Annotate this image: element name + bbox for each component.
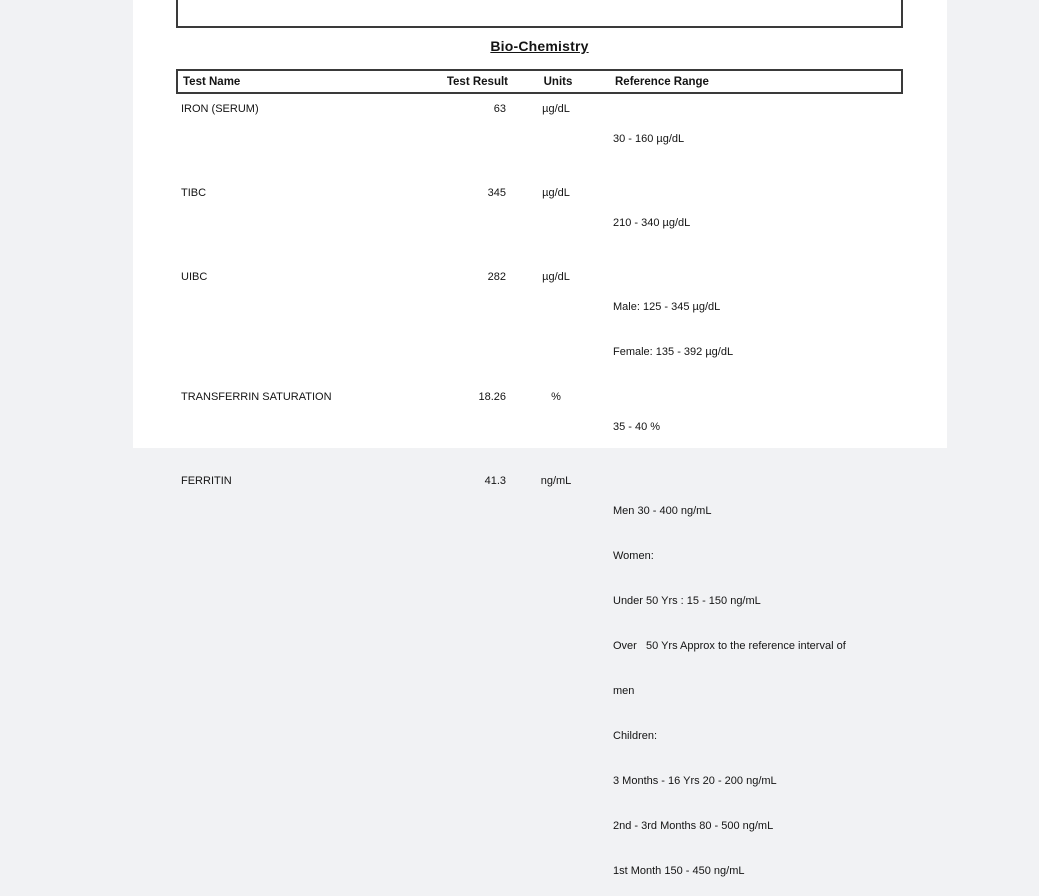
cell-test-name: IRON (SERUM) <box>181 103 259 115</box>
cell-units: ng/mL <box>540 475 572 487</box>
cell-test-result: 345 <box>487 187 506 199</box>
reference-range-line: 1st Month 150 - 450 ng/mL <box>613 865 745 877</box>
results-table: Test Name Test Result Units Reference Ra… <box>176 69 903 896</box>
reference-range-line: Under 50 Yrs : 15 - 150 ng/mL <box>613 595 761 607</box>
cell-reference-range: 210 - 340 µg/dL <box>606 186 903 261</box>
column-header-test-name: Test Name <box>183 75 241 88</box>
reference-range-line: Men 30 - 400 ng/mL <box>613 505 712 517</box>
cell-test-result: 18.26 <box>478 391 506 403</box>
table-header-row: Test Name Test Result Units Reference Ra… <box>176 69 903 94</box>
reference-range-line: men <box>613 685 635 697</box>
cell-reference-range: 30 - 160 µg/dL <box>606 102 903 177</box>
column-header-reference-range: Reference Range <box>615 75 709 88</box>
reference-range-line: Over 50 Yrs Approx to the reference inte… <box>613 640 846 652</box>
cell-test-name: TRANSFERRIN SATURATION <box>181 391 332 403</box>
reference-range-line: Female: 135 - 392 µg/dL <box>613 346 734 358</box>
cell-units: % <box>551 391 561 403</box>
table-row-ferritin: FERRITIN 41.3 ng/mL Men 30 - 400 ng/mL W… <box>176 474 903 896</box>
table-row-iron-serum: IRON (SERUM) 63 µg/dL 30 - 160 µg/dL <box>176 102 903 177</box>
reference-range-line: Male: 125 - 345 µg/dL <box>613 301 721 313</box>
cell-test-result: 63 <box>493 103 506 115</box>
table-row-tibc: TIBC 345 µg/dL 210 - 340 µg/dL <box>176 186 903 261</box>
reference-range-line: Women: <box>613 550 654 562</box>
cell-units: µg/dL <box>542 271 570 283</box>
table-row-transferrin-saturation: TRANSFERRIN SATURATION 18.26 % 35 - 40 % <box>176 390 903 465</box>
cell-units: µg/dL <box>542 103 570 115</box>
column-header-units: Units <box>543 75 573 88</box>
cell-test-name: UIBC <box>181 271 208 283</box>
cell-units: µg/dL <box>542 187 570 199</box>
reference-range-line: 2nd - 3rd Months 80 - 500 ng/mL <box>613 820 774 832</box>
previous-section-box <box>176 0 903 28</box>
cell-test-result: 282 <box>487 271 506 283</box>
cell-test-result: 41.3 <box>484 475 506 487</box>
reference-range-line: Children: <box>613 730 658 742</box>
reference-range-line: 210 - 340 µg/dL <box>613 217 691 229</box>
section-title: Bio-Chemistry <box>490 38 589 54</box>
cell-reference-range: Male: 125 - 345 µg/dL Female: 135 - 392 … <box>606 270 903 390</box>
column-header-test-result: Test Result <box>446 75 508 88</box>
table-body: IRON (SERUM) 63 µg/dL 30 - 160 µg/dL TIB… <box>176 94 903 896</box>
cell-reference-range: 35 - 40 % <box>606 390 903 465</box>
cell-reference-range: Men 30 - 400 ng/mL Women: Under 50 Yrs :… <box>606 474 903 896</box>
table-row-uibc: UIBC 282 µg/dL Male: 125 - 345 µg/dL Fem… <box>176 270 903 390</box>
report-page: Bio-Chemistry Test Name Test Result Unit… <box>133 0 947 877</box>
cell-test-name: TIBC <box>181 187 207 199</box>
reference-range-line: 30 - 160 µg/dL <box>613 133 685 145</box>
cell-test-name: FERRITIN <box>181 475 232 487</box>
reference-range-line: 3 Months - 16 Yrs 20 - 200 ng/mL <box>613 775 777 787</box>
reference-range-line: 35 - 40 % <box>613 421 661 433</box>
